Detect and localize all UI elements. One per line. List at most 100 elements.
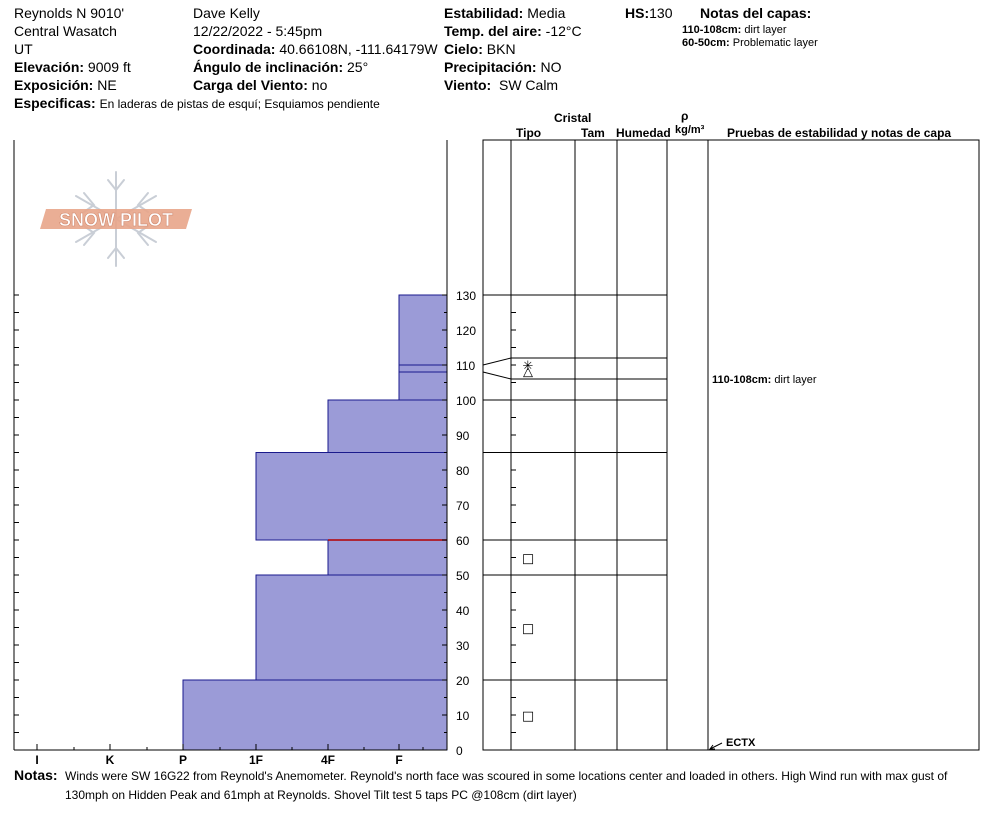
- sky-cover-value: BKN: [486, 41, 516, 57]
- location-name: Reynolds N 9010': [14, 5, 125, 21]
- depth-tick-label: 130: [456, 289, 476, 303]
- tests-column-frame: [707, 139, 980, 751]
- column-type: Tipo: [516, 126, 542, 140]
- hardness-layer-bar: [255, 452, 448, 541]
- hardness-tick-label: I: [35, 753, 38, 767]
- specifics-value: En laderas de pistas de esquí; Esquiamos…: [99, 97, 380, 111]
- coordinates: Coordinada: 40.66108N, -111.64179W: [193, 41, 438, 57]
- hardness-tick-label: 4F: [321, 753, 335, 767]
- grain-type-symbol: □: [522, 709, 534, 724]
- wind-value: SW Calm: [498, 77, 559, 93]
- coordinates-value: 40.66108N, -111.64179W: [279, 41, 438, 57]
- slope-angle-value: 25°: [347, 59, 369, 75]
- specifics: Especificas: En laderas de pistas de esq…: [14, 95, 380, 111]
- snow-height-label: HS:: [625, 5, 650, 21]
- layer-note: 60-50cm: Problematic layer: [682, 37, 818, 50]
- layer-connector-line: [482, 357, 512, 366]
- depth-tick-label: 20: [456, 674, 470, 688]
- depth-tick-label: 90: [456, 429, 470, 443]
- stability: Estabilidad: Media: [444, 5, 565, 21]
- air-temperature-value: -12°C: [545, 23, 582, 39]
- snow-pilot-logo: SNOW PILOT: [40, 171, 192, 267]
- sky-cover: Cielo: BKN: [444, 41, 516, 57]
- wind-label: Viento:: [444, 77, 492, 93]
- snow-height-value: 130: [649, 5, 673, 21]
- depth-tick-label: 70: [456, 499, 470, 513]
- layer-note: 110-108cm: dirt layer: [682, 24, 787, 37]
- hardness-layer-bar: [398, 294, 448, 366]
- aspect-value: NE: [97, 77, 117, 93]
- notes-label: Notas:: [14, 767, 58, 783]
- slope-angle-label: Ángulo de inclinación:: [193, 59, 344, 75]
- layer-note-range: 60-50cm:: [682, 37, 730, 49]
- notes-text: Winds were SW 16G22 from Reynold's Anemo…: [65, 769, 948, 802]
- precipitation-value: NO: [540, 59, 562, 75]
- hardness-tick-label: 1F: [249, 753, 263, 767]
- specifics-label: Especificas:: [14, 95, 96, 111]
- grain-table-frame: [482, 139, 709, 751]
- column-density-symbol: ρ: [681, 109, 689, 123]
- sky-cover-label: Cielo:: [444, 41, 483, 57]
- coordinates-label: Coordinada:: [193, 41, 276, 57]
- hardness-layer-bar: [327, 539, 448, 576]
- hardness-layer-bar: [398, 371, 448, 401]
- datetime: 12/22/2022 - 5:45pm: [193, 23, 323, 39]
- snow-height: HS:130: [625, 5, 672, 21]
- mountain-range: Central Wasatch: [14, 23, 117, 39]
- air-temperature: Temp. del aire: -12°C: [444, 23, 582, 39]
- depth-tick-label: 80: [456, 464, 470, 478]
- depth-tick-label: 100: [456, 394, 476, 408]
- layer-note-range: 110-108cm:: [682, 24, 742, 36]
- logo-text: SNOW PILOT: [59, 210, 173, 230]
- grain-type-symbol: △: [523, 364, 533, 379]
- air-temperature-label: Temp. del aire:: [444, 23, 542, 39]
- aspect: Exposición: NE: [14, 77, 117, 93]
- layer-connector-line: [482, 371, 512, 380]
- depth-tick-label: 0: [456, 744, 463, 758]
- test-result-label: ECTX: [726, 737, 756, 749]
- wind-loading: Carga del Viento: no: [193, 77, 327, 93]
- column-density-unit: kg/m³: [675, 124, 705, 136]
- depth-tick-label: 10: [456, 709, 470, 723]
- wind: Viento: SW Calm: [444, 77, 558, 93]
- depth-tick-label: 40: [456, 604, 470, 618]
- column-moisture: Humedad: [616, 126, 671, 140]
- layer-note-text: Problematic layer: [732, 37, 818, 49]
- slope-angle: Ángulo de inclinación: 25°: [193, 59, 368, 75]
- precipitation-label: Precipitación:: [444, 59, 537, 75]
- test-result-arrow: [709, 742, 723, 750]
- aspect-label: Exposición:: [14, 77, 94, 93]
- hardness-layer-bar: [327, 399, 448, 453]
- grain-type-symbol: □: [522, 622, 534, 637]
- layer-annotation: 110-108cm: dirt layer: [712, 374, 817, 386]
- elevation: Elevación: 9009 ft: [14, 59, 131, 75]
- hardness-layer-bar: [255, 574, 448, 681]
- column-size: Tam: [581, 126, 605, 140]
- depth-tick-label: 60: [456, 534, 470, 548]
- state: UT: [14, 41, 33, 57]
- depth-tick-label: 30: [456, 639, 470, 653]
- layer-note-text: dirt layer: [744, 24, 787, 36]
- hardness-layer-bar: [182, 679, 448, 751]
- wind-loading-label: Carga del Viento:: [193, 77, 308, 93]
- observer: Dave Kelly: [193, 5, 260, 21]
- stability-label: Estabilidad:: [444, 5, 524, 21]
- wind-loading-value: no: [311, 77, 328, 93]
- stability-value: Media: [527, 5, 566, 21]
- test-result-arrowhead: [709, 744, 715, 750]
- precipitation: Precipitación: NO: [444, 59, 561, 75]
- hardness-tick-label: K: [106, 753, 115, 767]
- grain-type-symbol: □: [522, 552, 534, 567]
- depth-tick-label: 120: [456, 324, 476, 338]
- elevation-value: 9009 ft: [87, 59, 131, 75]
- hardness-layer-bar: [398, 364, 448, 373]
- column-crystal: Cristal: [554, 111, 592, 125]
- elevation-label: Elevación:: [14, 59, 85, 75]
- grain-type-symbol: ✳: [523, 359, 534, 374]
- depth-tick-label: 50: [456, 569, 470, 583]
- depth-tick-label: 110: [456, 359, 475, 373]
- hardness-tick-label: P: [179, 753, 187, 767]
- hardness-tick-label: F: [395, 753, 402, 767]
- layer-notes-title: Notas del capas:: [700, 5, 812, 21]
